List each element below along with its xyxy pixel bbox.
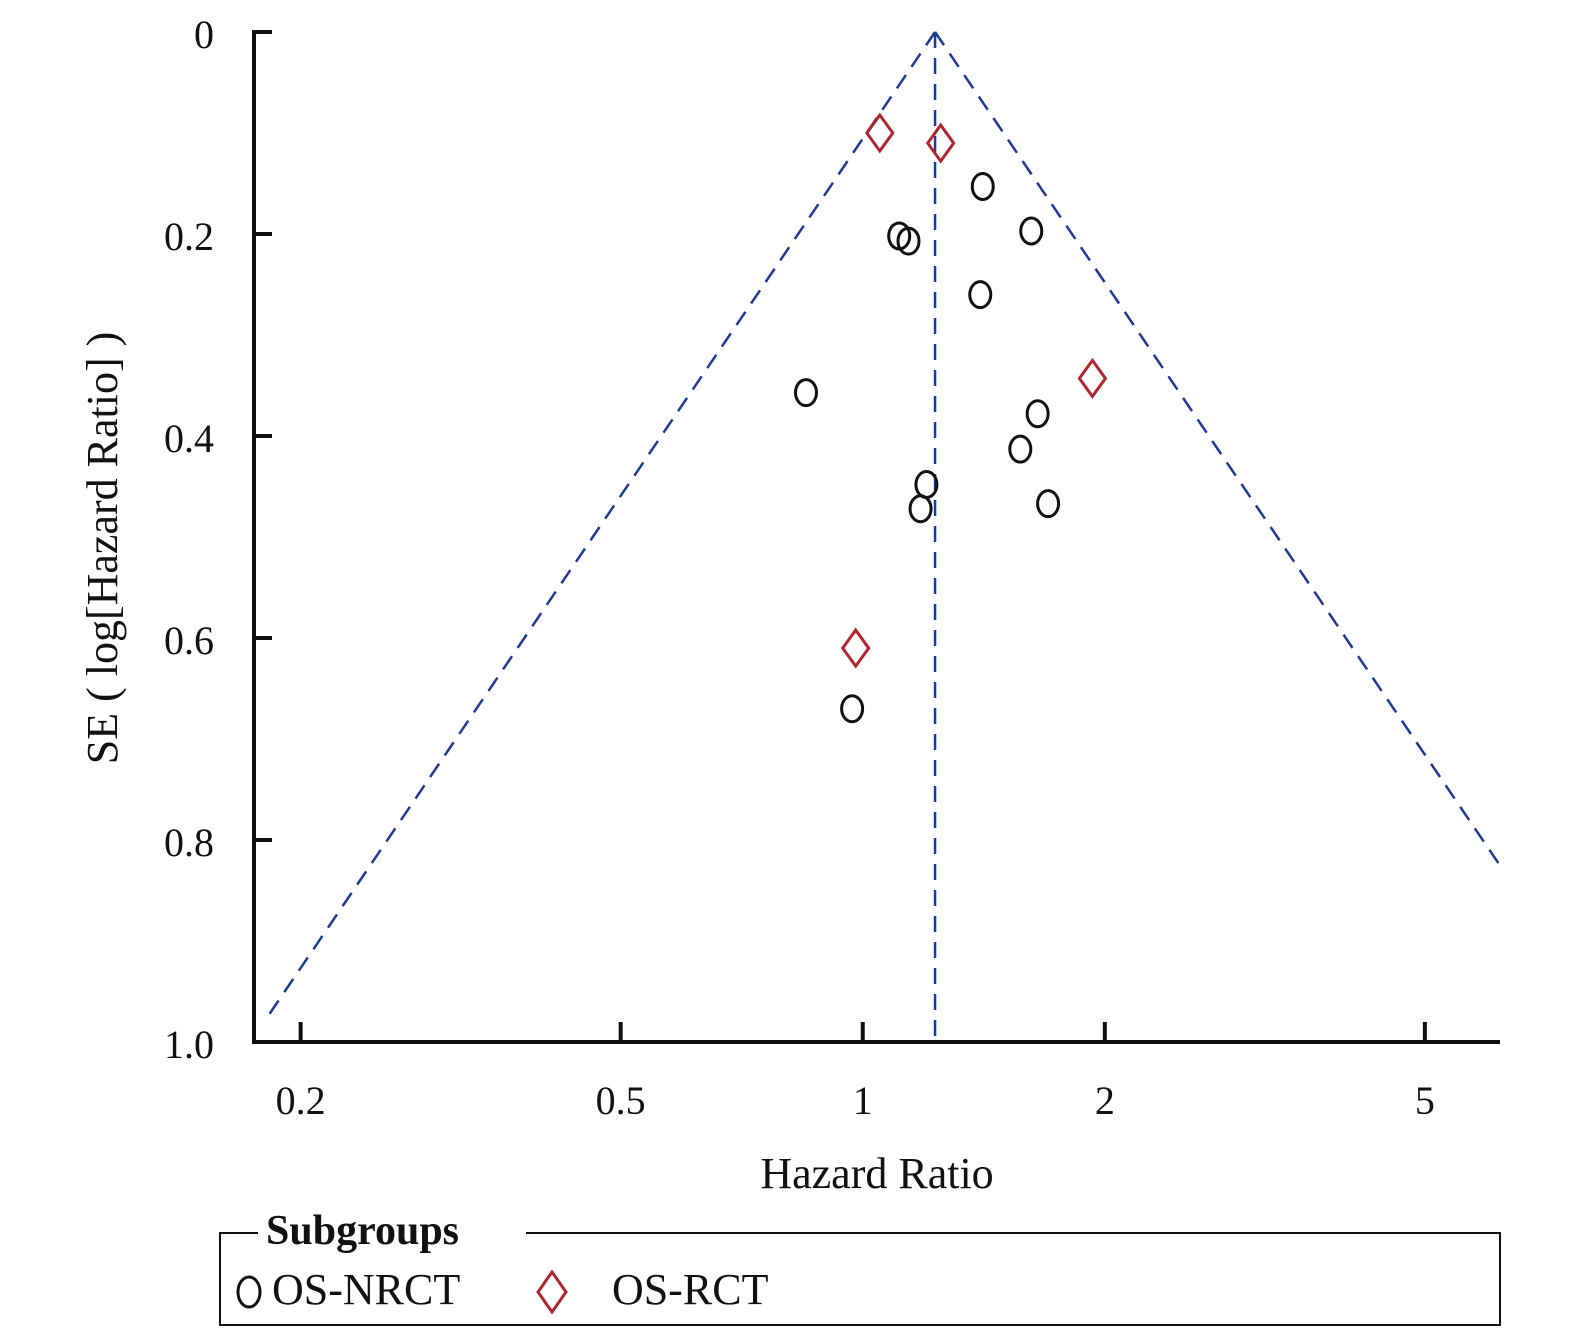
legend-box <box>219 1232 1501 1326</box>
y-tick-label: 0.8 <box>164 820 214 865</box>
point-os-rct <box>840 627 871 669</box>
funnel-lines <box>263 31 1502 1042</box>
legend-label-os-nrct: OS-NRCT <box>272 1265 460 1314</box>
funnel-right-line <box>934 31 1502 867</box>
point-os-nrct <box>1019 216 1044 246</box>
point-os-nrct <box>970 172 995 202</box>
x-axis-title: Hazard Ratio <box>760 1149 993 1198</box>
legend-circle-marker <box>236 1275 262 1309</box>
x-tick-label: 1 <box>853 1078 873 1123</box>
funnel-left-line <box>263 31 937 1023</box>
x-axis-ticks: 0.2 0.5 1 2 5 <box>276 1022 1435 1123</box>
legend-title: Subgroups <box>266 1208 459 1254</box>
y-tick-label: 0.4 <box>164 416 214 461</box>
y-tick-label: 1.0 <box>164 1022 214 1067</box>
data-points <box>793 112 1108 724</box>
legend-title-backdrop <box>258 1206 526 1254</box>
point-os-nrct <box>1008 434 1033 464</box>
legend-diamond-marker <box>536 1269 568 1315</box>
point-os-rct <box>864 112 895 154</box>
point-os-nrct <box>914 469 939 499</box>
point-os-nrct <box>968 280 993 310</box>
point-os-nrct <box>1025 399 1050 429</box>
axes <box>252 30 1500 1044</box>
legend: Subgroups OS-NRCT OS-RCT <box>219 1206 1501 1326</box>
y-axis-title: SE ( log[Hazard Ratio] ) <box>78 332 127 765</box>
point-os-rct <box>925 122 956 164</box>
x-tick-label: 5 <box>1415 1078 1435 1123</box>
point-os-nrct <box>1036 489 1061 519</box>
y-tick-label: 0 <box>194 12 214 57</box>
point-os-nrct <box>840 694 865 724</box>
point-os-rct <box>1077 357 1108 399</box>
legend-label-os-rct: OS-RCT <box>612 1265 769 1314</box>
x-tick-label: 2 <box>1095 1078 1115 1123</box>
point-os-nrct <box>896 226 921 256</box>
point-os-nrct <box>793 378 818 408</box>
y-tick-label: 0.6 <box>164 618 214 663</box>
point-os-nrct <box>908 494 933 524</box>
y-tick-label: 0.2 <box>164 214 214 259</box>
x-tick-label: 0.2 <box>276 1078 326 1123</box>
y-axis-ticks: 0 0.2 0.4 0.6 0.8 1.0 <box>164 12 272 1067</box>
x-tick-label: 0.5 <box>596 1078 646 1123</box>
